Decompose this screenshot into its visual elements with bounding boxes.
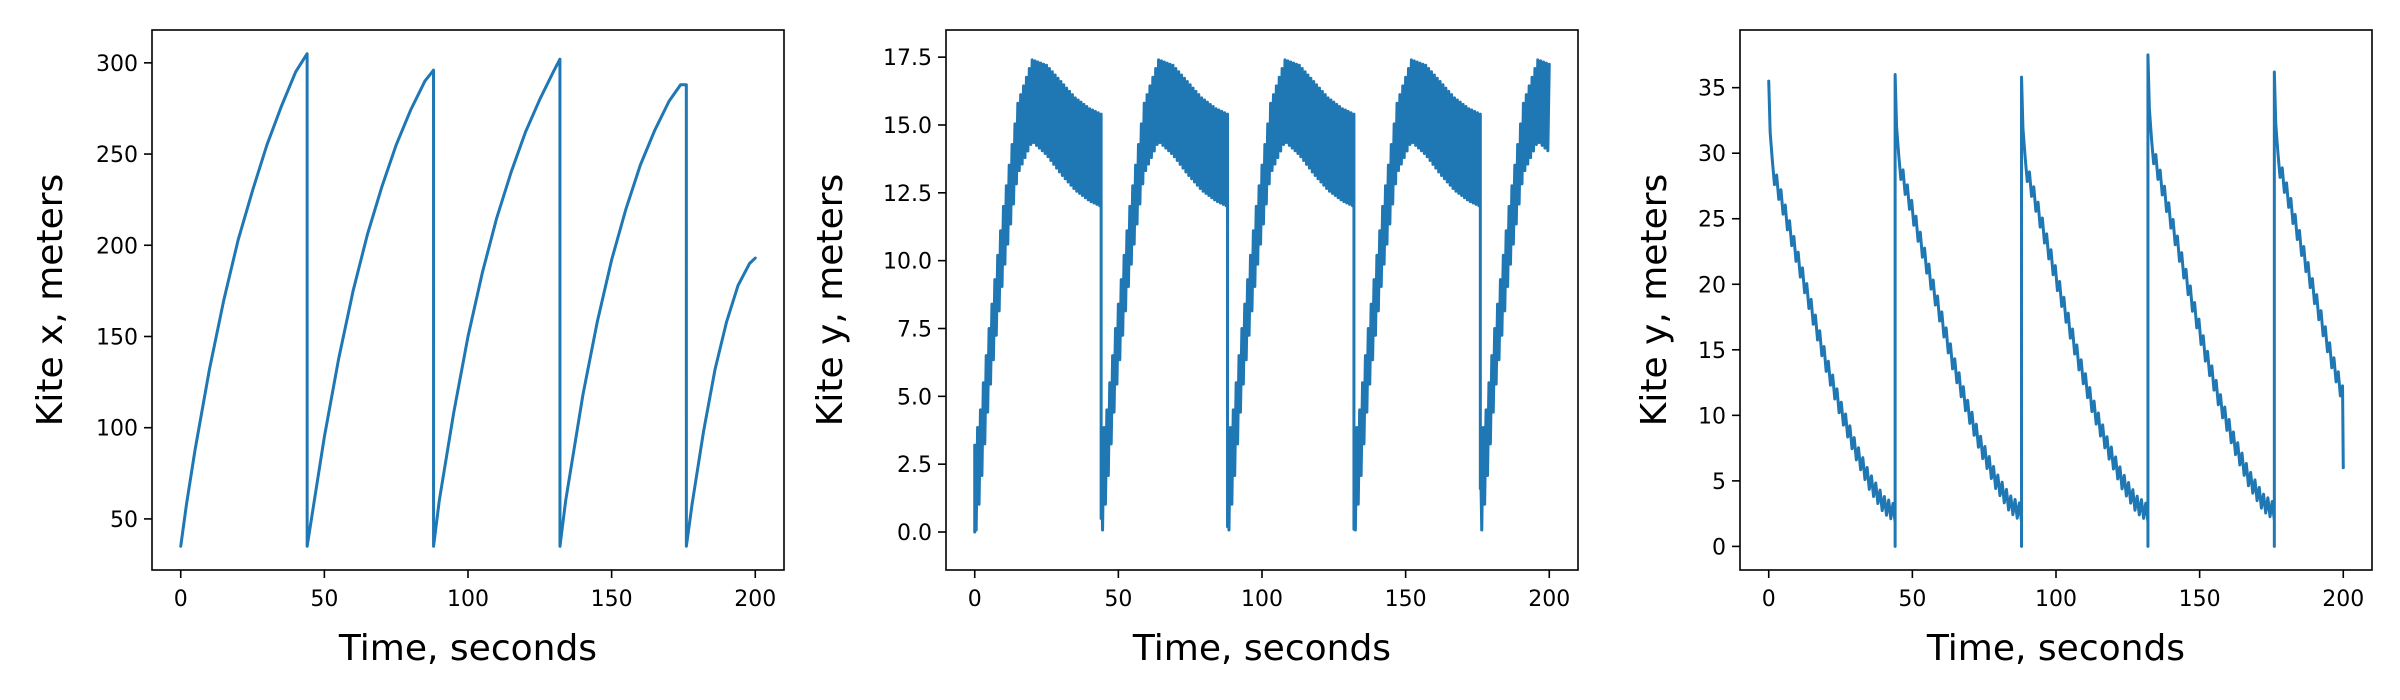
y-tick-label: 20 bbox=[1698, 273, 1726, 298]
y-tick-label: 12.5 bbox=[883, 182, 932, 207]
y-tick-label: 17.5 bbox=[883, 46, 932, 71]
x-tick-label: 150 bbox=[2179, 587, 2221, 612]
x-tick-label: 0 bbox=[968, 587, 982, 612]
series-line-kite-y bbox=[1767, 53, 2345, 548]
y-tick-label: 0.0 bbox=[897, 521, 932, 546]
x-axis-label: Time, seconds bbox=[1132, 628, 1391, 669]
tick-group: 0 50 100 150 200 0.0 2.5 5.0 7.5 10.0 12.5 15.0 17.5 bbox=[883, 46, 1570, 612]
y-tick-label: 150 bbox=[96, 325, 138, 350]
tick-group: 0 50 100 150 200 0 5 10 15 20 25 30 35 bbox=[1698, 77, 2364, 612]
panel-kite-y-lower: 0 50 100 150 200 0 5 10 15 20 25 30 35 Time, seconds… bbox=[1634, 29, 2373, 669]
y-tick-label: 15.0 bbox=[883, 114, 932, 139]
x-tick-label: 100 bbox=[2035, 587, 2077, 612]
y-axis-label: Kite x, meters bbox=[30, 174, 71, 427]
y-tick-label: 35 bbox=[1698, 77, 1726, 102]
y-tick-label: 7.5 bbox=[897, 317, 932, 342]
series-line-kite-y bbox=[973, 58, 1551, 534]
x-tick-label: 50 bbox=[1104, 587, 1132, 612]
y-tick-label: 10.0 bbox=[883, 250, 932, 275]
panel-kite-y-upper: 0 50 100 150 200 0.0 2.5 5.0 7.5 10.0 12.5 15.0 17.5… bbox=[810, 29, 1579, 669]
x-tick-label: 150 bbox=[1385, 587, 1427, 612]
y-tick-label: 300 bbox=[96, 52, 138, 77]
y-tick-label: 2.5 bbox=[897, 453, 932, 478]
x-tick-label: 50 bbox=[310, 587, 338, 612]
tick-group: 0 50 100 150 200 50 100 150 200 250 300 bbox=[96, 52, 776, 612]
x-axis-label: Time, seconds bbox=[1926, 628, 2185, 669]
x-tick-label: 100 bbox=[1241, 587, 1283, 612]
y-tick-label: 5.0 bbox=[897, 385, 932, 410]
x-axis-label: Time, seconds bbox=[338, 628, 597, 669]
y-tick-label: 30 bbox=[1698, 142, 1726, 167]
y-tick-label: 5 bbox=[1712, 470, 1726, 495]
x-tick-label: 0 bbox=[174, 587, 188, 612]
y-tick-label: 10 bbox=[1698, 404, 1726, 429]
y-tick-label: 100 bbox=[96, 417, 138, 442]
y-tick-label: 200 bbox=[96, 234, 138, 259]
y-tick-label: 15 bbox=[1698, 339, 1726, 364]
y-tick-label: 25 bbox=[1698, 208, 1726, 233]
y-tick-label: 250 bbox=[96, 143, 138, 168]
panel-kite-x: 0 50 100 150 200 50 100 150 200 250 300 Time, seco… bbox=[30, 29, 785, 669]
x-tick-label: 50 bbox=[1898, 587, 1926, 612]
x-tick-label: 150 bbox=[591, 587, 633, 612]
series-line-kite-x bbox=[179, 52, 757, 548]
plot-frame bbox=[151, 29, 785, 571]
y-axis-label: Kite y, meters bbox=[1634, 174, 1675, 427]
y-axis-label: Kite y, meters bbox=[810, 174, 851, 427]
plot-frame bbox=[1739, 29, 2373, 571]
y-tick-label: 0 bbox=[1712, 535, 1726, 560]
x-tick-label: 200 bbox=[2322, 587, 2364, 612]
x-tick-label: 100 bbox=[447, 587, 489, 612]
x-tick-label: 200 bbox=[1528, 587, 1570, 612]
y-tick-label: 50 bbox=[110, 508, 138, 533]
x-tick-label: 0 bbox=[1762, 587, 1776, 612]
x-tick-label: 200 bbox=[734, 587, 776, 612]
